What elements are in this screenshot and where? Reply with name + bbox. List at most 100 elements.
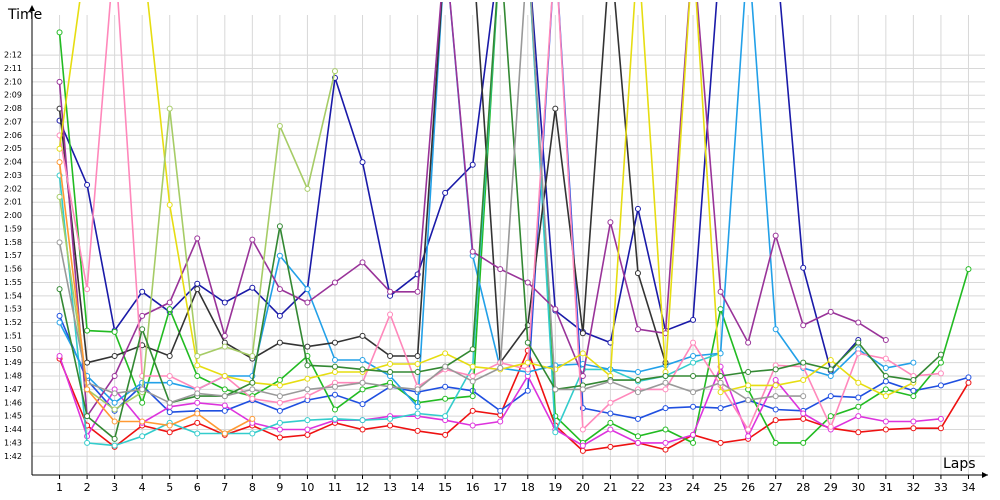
- y-tick-label: 2:10: [4, 77, 22, 86]
- point-marker: [524, 366, 531, 373]
- point-marker: [937, 382, 944, 389]
- y-tick-label: 1:54: [4, 291, 22, 300]
- point-marker: [331, 383, 338, 390]
- x-tick-label: 4: [139, 481, 146, 494]
- point-marker: [827, 413, 834, 420]
- point-marker: [249, 430, 256, 437]
- point-marker: [882, 365, 889, 372]
- point-marker: [331, 369, 338, 376]
- y-tick-label: 1:53: [4, 305, 22, 314]
- point-marker: [304, 426, 311, 433]
- point-marker: [579, 386, 586, 393]
- y-axis-title: Time: [7, 7, 42, 23]
- ticks: 1:42 1:43 1:44 1:45 1:46 1:47 1:48 1:49 1:50 1:51…: [4, 51, 975, 494]
- x-tick-label: 29: [824, 481, 838, 494]
- point-marker: [442, 189, 449, 196]
- point-marker: [579, 447, 586, 454]
- y-tick-label: 1:43: [4, 438, 22, 447]
- point-marker: [882, 426, 889, 433]
- series-line: [58, 2, 942, 441]
- point-marker: [634, 433, 641, 440]
- point-marker: [56, 319, 63, 326]
- point-marker: [745, 382, 752, 389]
- point-marker: [194, 362, 201, 369]
- point-marker: [359, 357, 366, 363]
- y-tick-label: 2:05: [4, 144, 22, 153]
- point-marker: [827, 357, 834, 363]
- point-marker: [359, 259, 366, 266]
- x-tick-label: 17: [493, 481, 507, 494]
- point-marker: [634, 369, 641, 376]
- point-marker: [882, 418, 889, 425]
- point-marker: [442, 395, 449, 402]
- point-marker: [662, 426, 669, 433]
- point-marker: [800, 264, 807, 271]
- x-axis-title: Laps: [943, 456, 976, 472]
- point-marker: [139, 386, 146, 393]
- point-marker: [772, 377, 779, 384]
- point-marker: [194, 399, 201, 406]
- point-marker: [634, 439, 641, 446]
- x-tick-label: 11: [328, 481, 342, 494]
- point-marker: [249, 415, 256, 422]
- point-marker: [690, 359, 697, 366]
- series-line: [58, 2, 804, 404]
- point-marker: [937, 415, 944, 422]
- point-marker: [56, 193, 63, 200]
- y-tick-label: 1:52: [4, 318, 22, 327]
- point-marker: [249, 284, 256, 291]
- point-marker: [800, 359, 807, 366]
- point-marker: [552, 105, 559, 112]
- point-marker: [442, 350, 449, 357]
- point-marker: [111, 418, 118, 425]
- y-tick-label: 1:46: [4, 398, 22, 407]
- point-marker: [772, 393, 779, 400]
- x-tick-label: 12: [356, 481, 370, 494]
- point-marker: [166, 422, 173, 429]
- point-marker: [607, 426, 614, 433]
- point-marker: [304, 299, 311, 306]
- point-marker: [166, 306, 173, 313]
- point-marker: [800, 377, 807, 384]
- point-marker: [194, 280, 201, 287]
- point-marker: [690, 431, 697, 438]
- point-marker: [221, 343, 228, 350]
- point-marker: [772, 232, 779, 239]
- point-marker: [194, 373, 201, 380]
- point-marker: [414, 369, 421, 376]
- y-tick-label: 1:57: [4, 251, 22, 260]
- x-tick-label: 5: [166, 481, 173, 494]
- point-marker: [882, 378, 889, 385]
- point-marker: [304, 343, 311, 350]
- point-marker: [304, 431, 311, 438]
- point-marker: [414, 427, 421, 434]
- point-marker: [387, 361, 394, 368]
- point-marker: [690, 352, 697, 359]
- point-marker: [662, 405, 669, 412]
- y-tick-label: 2:12: [4, 51, 22, 60]
- point-marker: [827, 373, 834, 380]
- series-line: [58, 348, 970, 452]
- point-marker: [552, 429, 559, 436]
- point-marker: [304, 417, 311, 424]
- point-marker: [331, 391, 338, 398]
- point-marker: [800, 410, 807, 417]
- point-marker: [359, 379, 366, 386]
- point-marker: [276, 252, 283, 259]
- point-marker: [855, 413, 862, 420]
- point-marker: [359, 332, 366, 339]
- x-tick-label: 32: [906, 481, 920, 494]
- x-tick-label: 6: [194, 481, 201, 494]
- point-marker: [634, 377, 641, 384]
- point-marker: [304, 286, 311, 293]
- point-marker: [690, 373, 697, 380]
- y-tick-label: 2:09: [4, 91, 22, 100]
- x-tick-label: 16: [466, 481, 480, 494]
- point-marker: [359, 366, 366, 373]
- y-tick-label: 1:42: [4, 452, 22, 461]
- y-tick-label: 1:47: [4, 385, 22, 394]
- point-marker: [56, 352, 63, 359]
- point-marker: [359, 159, 366, 166]
- point-marker: [772, 406, 779, 413]
- y-tick-label: 1:49: [4, 358, 22, 367]
